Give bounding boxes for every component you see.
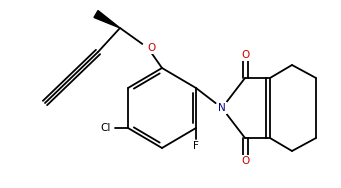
Text: O: O [241, 50, 249, 60]
Text: O: O [241, 156, 249, 166]
Text: N: N [218, 103, 226, 113]
Polygon shape [94, 11, 120, 28]
Text: Cl: Cl [101, 123, 111, 133]
Text: F: F [193, 141, 199, 151]
Text: O: O [148, 43, 156, 53]
